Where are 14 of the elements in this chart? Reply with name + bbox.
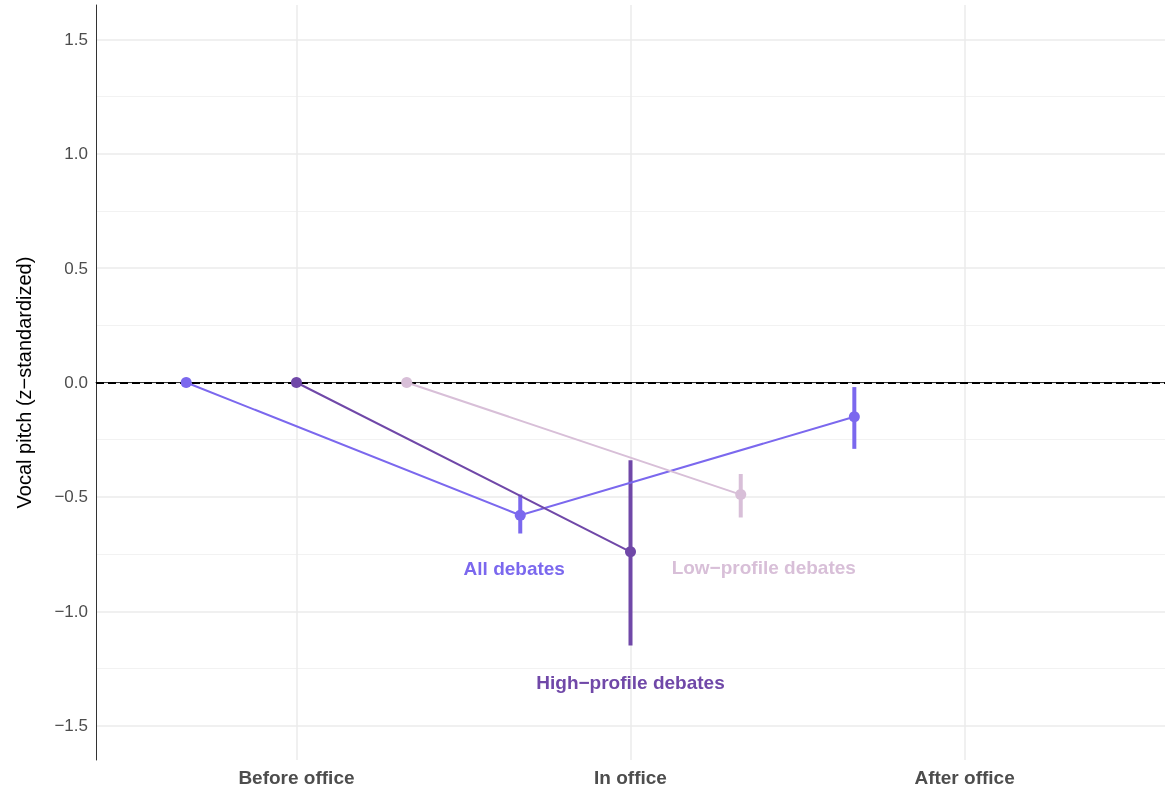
y-tick-label: −1.5 bbox=[54, 716, 88, 736]
x-tick-label: In office bbox=[594, 767, 667, 788]
y-tick-label: −1.0 bbox=[54, 601, 88, 621]
y-tick-label: 0.0 bbox=[64, 373, 88, 392]
y-axis-title: Vocal pitch (z−standardized) bbox=[13, 256, 35, 509]
text: All debates bbox=[463, 558, 565, 579]
text: High−profile debates bbox=[536, 672, 725, 694]
x-tick-label: After office bbox=[914, 767, 1015, 788]
y-tick-label: 1.0 bbox=[64, 144, 88, 164]
y-tick-label: 1.5 bbox=[64, 29, 88, 49]
x-tick-label: Before office bbox=[238, 767, 355, 788]
text: Low−profile debates bbox=[671, 556, 856, 578]
y-tick-label: 0.5 bbox=[64, 258, 88, 278]
y-tick-label: −0.5 bbox=[54, 487, 88, 507]
